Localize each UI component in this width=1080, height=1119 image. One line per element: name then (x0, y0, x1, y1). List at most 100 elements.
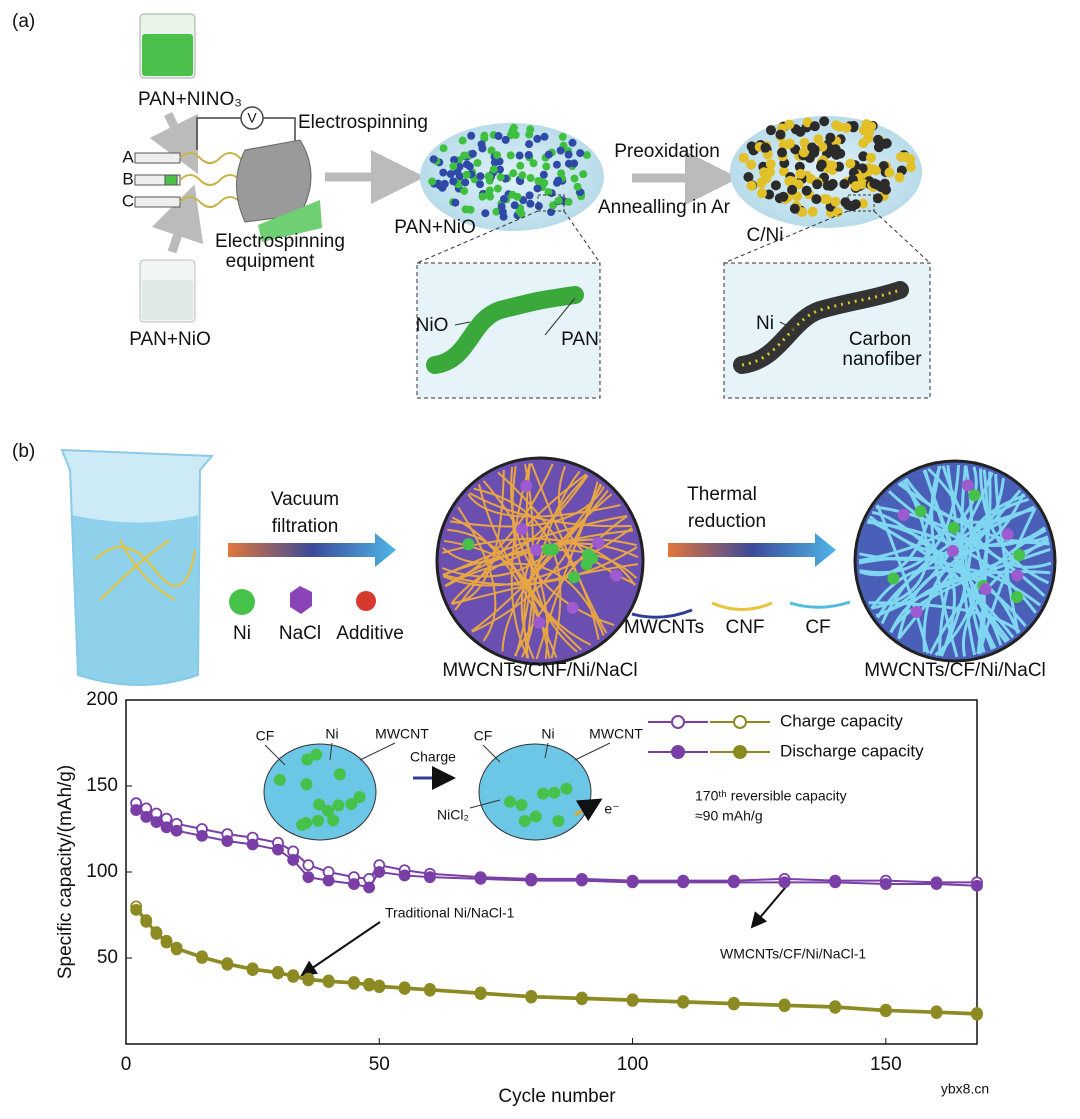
particle (462, 170, 471, 179)
particle (831, 120, 842, 131)
data-point (130, 903, 143, 916)
particle (518, 815, 531, 828)
particle (910, 605, 923, 618)
particle (449, 177, 458, 186)
particle (573, 182, 582, 191)
particle (526, 199, 535, 208)
particle (1013, 549, 1026, 562)
particle (548, 786, 561, 799)
x-tick-label: 50 (369, 1054, 390, 1075)
particle (534, 202, 543, 211)
label: Ni (756, 313, 774, 334)
particle (1011, 590, 1024, 603)
particle (947, 521, 960, 534)
particle (458, 136, 467, 145)
data-point (575, 874, 588, 887)
particle (429, 155, 438, 164)
particle (809, 144, 820, 155)
strand (442, 514, 628, 577)
label: Electrospinning (215, 231, 345, 252)
strand (451, 563, 639, 605)
particle (462, 538, 475, 551)
data-point (170, 943, 183, 956)
data-point (626, 995, 639, 1007)
particle (530, 543, 543, 556)
data-point (246, 964, 259, 976)
data-point (196, 829, 208, 842)
particle (579, 170, 588, 179)
annotation: 170ᵗʰ reversible capacity (695, 788, 847, 804)
particle (568, 138, 577, 147)
particle (332, 799, 345, 812)
zoom-box (847, 194, 875, 212)
particle (881, 184, 892, 195)
data-point (322, 976, 335, 988)
data-point (348, 977, 360, 990)
x-tick-label: 100 (617, 1054, 649, 1075)
arrow (149, 111, 199, 175)
y-tick-label: 150 (86, 775, 118, 796)
particle (515, 523, 528, 536)
data-point (140, 811, 153, 823)
particle (816, 159, 827, 170)
particle (494, 132, 503, 141)
particle (825, 132, 836, 143)
data-point (348, 878, 360, 890)
particle (811, 194, 822, 205)
data-point (160, 936, 173, 949)
solution (142, 280, 193, 320)
particle (830, 196, 841, 207)
data-point (287, 854, 300, 866)
label: CF (805, 617, 830, 638)
particle (449, 162, 458, 171)
data-point (879, 878, 892, 890)
particle (870, 165, 881, 176)
particle (850, 199, 861, 210)
particle (812, 179, 823, 190)
particle (529, 810, 542, 823)
particle (817, 141, 828, 152)
inset-particles (273, 748, 573, 831)
particle (897, 508, 910, 521)
particle (789, 203, 800, 214)
label: V (247, 110, 257, 126)
label: Annealling in Ar (598, 197, 731, 218)
data-point (130, 804, 143, 816)
inset-circle (478, 743, 592, 841)
particle (333, 768, 346, 781)
particle (961, 479, 974, 492)
particle (795, 168, 806, 179)
particle (490, 158, 499, 167)
particle (312, 814, 325, 827)
data-point (272, 843, 284, 856)
arrow (750, 881, 791, 929)
strand (897, 567, 1042, 640)
particle (556, 146, 565, 155)
particle (1001, 528, 1014, 541)
strand (868, 601, 1021, 634)
particle (1011, 569, 1024, 582)
particle (296, 818, 309, 831)
particle (554, 176, 563, 185)
inset-label: Ni (325, 726, 338, 742)
illustrations (60, 13, 1057, 977)
data-point (373, 981, 386, 994)
particle (554, 196, 563, 205)
label: PAN+NiO (129, 329, 210, 350)
label: PAN+NINO₃ (138, 89, 242, 110)
particle (518, 171, 527, 180)
particle (610, 569, 623, 582)
zoom-lines (416, 210, 931, 264)
label: equipment (226, 251, 315, 272)
data-point (150, 928, 163, 940)
particle (858, 151, 869, 162)
particle (520, 479, 533, 492)
strand (450, 529, 634, 604)
particle (570, 174, 579, 183)
strand (871, 510, 1010, 642)
data-point (196, 952, 208, 964)
particle (533, 184, 542, 193)
particle (785, 175, 796, 186)
fibers (94, 539, 196, 601)
legend-marker (733, 715, 747, 729)
